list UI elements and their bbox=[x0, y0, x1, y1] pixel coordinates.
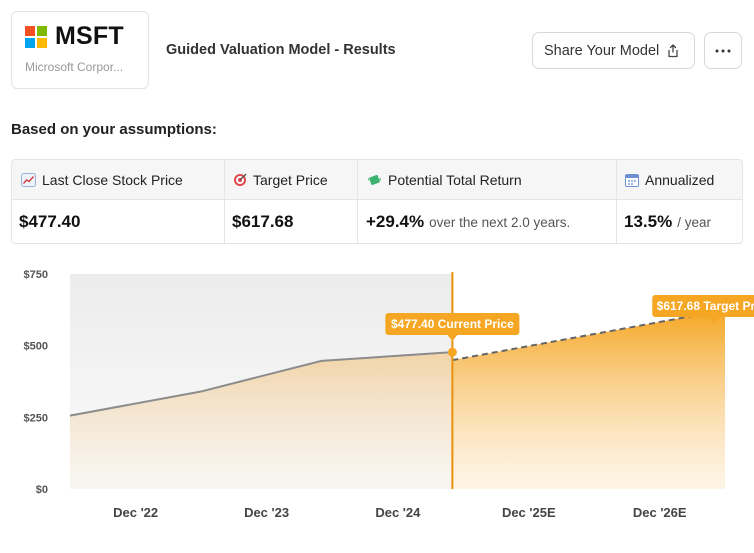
more-dots-icon bbox=[715, 49, 731, 52]
y-tick-label: $500 bbox=[24, 341, 48, 353]
logo-square-yellow bbox=[37, 38, 47, 48]
ticker-symbol: MSFT bbox=[55, 22, 124, 50]
metric-value: +29.4% bbox=[366, 212, 425, 231]
current-price-callout-pointer bbox=[447, 335, 458, 341]
metric-value: $617.68 bbox=[232, 212, 294, 231]
current-price-point bbox=[447, 347, 457, 357]
x-tick-label: Dec '23 bbox=[244, 505, 289, 520]
chart-increasing-icon bbox=[21, 173, 36, 187]
column-divider bbox=[357, 160, 358, 243]
ticker-card: MSFT Microsoft Corpor... bbox=[11, 11, 149, 89]
metric-value: 13.5% bbox=[624, 212, 673, 231]
x-tick-label: Dec '26E bbox=[633, 505, 687, 520]
share-model-button[interactable]: Share Your Model bbox=[532, 32, 695, 69]
money-with-wings-icon bbox=[368, 174, 381, 186]
price-chart: $0 $250 $500 $750 Dec '22 Dec '23 Dec '24 Dec '… bbox=[24, 269, 754, 520]
metric-header-last-close: Last Close Stock Price bbox=[21, 160, 221, 200]
share-icon bbox=[668, 43, 678, 57]
metric-value-target-price: $617.68 bbox=[232, 200, 294, 243]
metrics-table: Last Close Stock Price $477.40 Target Pr… bbox=[11, 159, 743, 244]
column-divider bbox=[224, 160, 225, 243]
target-price-callout-pointer bbox=[709, 317, 720, 323]
logo-square-green bbox=[37, 26, 47, 36]
logo-square-red bbox=[25, 26, 35, 36]
metric-label: Last Close Stock Price bbox=[42, 172, 183, 188]
more-options-button[interactable] bbox=[704, 32, 742, 69]
logo-square-blue bbox=[25, 38, 35, 48]
target-icon bbox=[234, 173, 247, 186]
metric-label: Potential Total Return bbox=[388, 172, 522, 188]
metric-suffix: / year bbox=[677, 214, 711, 230]
metric-header-annualized: Annualized bbox=[625, 160, 740, 200]
metric-value-total-return: +29.4% over the next 2.0 years. bbox=[366, 200, 571, 243]
column-divider bbox=[616, 160, 617, 243]
historical-area bbox=[70, 352, 453, 489]
share-button-label: Share Your Model bbox=[544, 42, 660, 59]
microsoft-logo bbox=[25, 26, 47, 48]
metric-label: Annualized bbox=[645, 172, 715, 188]
metric-suffix: over the next 2.0 years. bbox=[429, 214, 571, 230]
metric-header-total-return: Potential Total Return bbox=[367, 160, 612, 200]
metric-header-target-price: Target Price bbox=[233, 160, 353, 200]
x-tick-label: Dec '24 bbox=[375, 505, 421, 520]
y-tick-label: $0 bbox=[36, 484, 48, 496]
historical-line bbox=[69, 351, 453, 417]
y-tick-label: $250 bbox=[24, 412, 48, 424]
metric-value-annualized: 13.5% / year bbox=[624, 200, 711, 243]
metric-label: Target Price bbox=[253, 172, 328, 188]
current-price-callout-box bbox=[385, 313, 520, 335]
company-name: Microsoft Corpor... bbox=[25, 60, 124, 74]
target-price-callout-box bbox=[652, 295, 754, 317]
x-tick-label: Dec '22 bbox=[113, 505, 158, 520]
metric-value: $477.40 bbox=[19, 212, 81, 231]
projection-dashed-line bbox=[452, 310, 715, 362]
calendar-icon bbox=[625, 174, 639, 187]
projection-area bbox=[452, 310, 725, 489]
current-price-callout-label: $477.40 Current Price bbox=[391, 317, 514, 331]
y-tick-label: $750 bbox=[24, 269, 48, 281]
metric-value-last-close: $477.40 bbox=[19, 200, 81, 243]
target-price-callout-label: $617.68 Target Price bbox=[657, 299, 754, 313]
page-title: Guided Valuation Model - Results bbox=[166, 42, 396, 58]
x-tick-label: Dec '25E bbox=[502, 505, 556, 520]
assumptions-heading: Based on your assumptions: bbox=[11, 121, 217, 138]
